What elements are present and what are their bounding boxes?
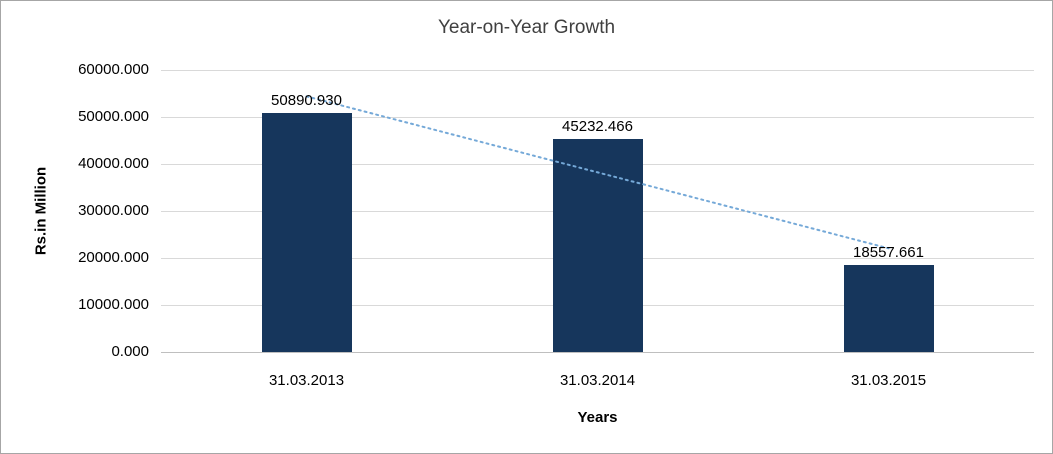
y-tick-label: 40000.000 bbox=[78, 155, 149, 172]
chart-title: Year-on-Year Growth bbox=[437, 17, 616, 38]
bar-value-label: 45232.466 bbox=[562, 118, 633, 136]
category-label: 31.03.2014 bbox=[559, 372, 636, 389]
category-label: 31.03.2015 bbox=[850, 372, 927, 389]
bar bbox=[843, 264, 934, 352]
x-axis-title: Years bbox=[577, 409, 618, 426]
bar-value-label: 18557.661 bbox=[853, 243, 924, 261]
bar bbox=[261, 112, 352, 352]
bar-value-label: 50890.930 bbox=[271, 91, 342, 109]
y-tick-label: 20000.000 bbox=[78, 249, 149, 266]
category-label: 31.03.2013 bbox=[268, 372, 345, 389]
x-axis-line bbox=[161, 352, 1034, 353]
y-tick-label: 60000.000 bbox=[78, 61, 149, 78]
trendline bbox=[305, 95, 890, 250]
x-tick-labels: 31.03.2013 31.03.2014 31.03.2015 bbox=[161, 370, 1034, 392]
plot-area: 50890.930 45232.466 18557.661 bbox=[161, 70, 1034, 353]
gridline bbox=[161, 70, 1034, 71]
y-tick-label: 10000.000 bbox=[78, 296, 149, 313]
y-tick-label: 50000.000 bbox=[78, 108, 149, 125]
y-tick-label: 30000.000 bbox=[78, 202, 149, 219]
y-tick-label: 0.000 bbox=[111, 343, 149, 360]
gridline bbox=[161, 117, 1034, 118]
y-tick-labels: 0.000 10000.000 20000.000 30000.000 40000.00… bbox=[1, 61, 149, 360]
bar bbox=[552, 139, 643, 352]
